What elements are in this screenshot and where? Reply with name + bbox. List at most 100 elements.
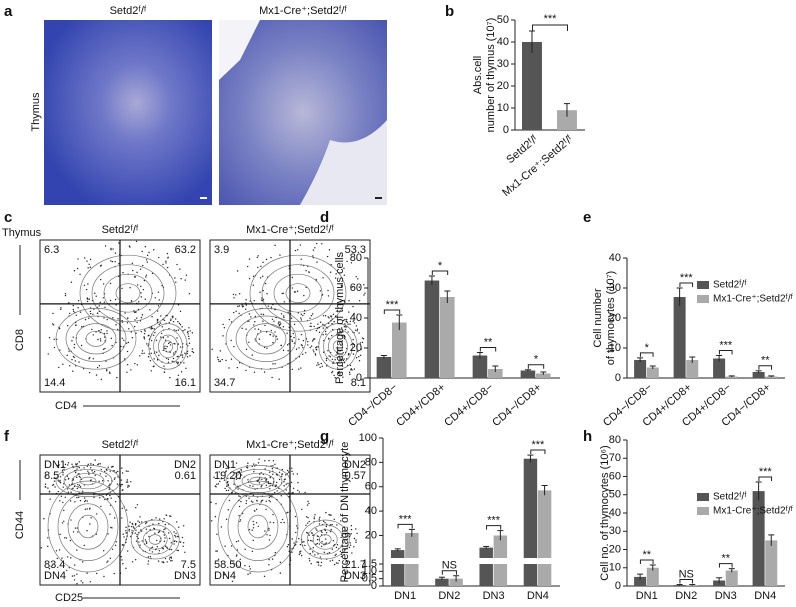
event-dot — [268, 529, 270, 531]
event-dot — [163, 518, 165, 520]
event-dot — [60, 308, 62, 311]
event-dot — [177, 329, 180, 331]
event-dot — [186, 356, 189, 358]
event-dot — [157, 359, 159, 361]
event-dot — [322, 315, 325, 317]
event-dot — [114, 477, 116, 479]
event-dot — [265, 331, 268, 333]
event-dot — [139, 320, 142, 322]
event-dot — [80, 326, 83, 328]
significance-bracket — [758, 476, 773, 481]
event-dot — [260, 265, 262, 268]
event-dot — [156, 321, 159, 323]
event-dot — [299, 244, 302, 246]
event-dot — [150, 327, 152, 329]
event-dot — [121, 287, 123, 290]
y-tick-label: 0 — [615, 372, 621, 384]
axis-break — [385, 558, 426, 564]
event-dot — [84, 318, 87, 321]
event-dot — [75, 463, 77, 465]
event-dot — [293, 291, 296, 293]
event-dot — [136, 271, 138, 274]
significance-bracket — [431, 270, 449, 275]
event-dot — [318, 327, 320, 329]
event-dot — [257, 255, 259, 257]
event-dot — [261, 499, 264, 502]
event-dot — [185, 274, 188, 276]
event-dot — [99, 497, 101, 499]
event-dot — [146, 254, 149, 257]
event-dot — [238, 499, 240, 502]
event-dot — [270, 329, 273, 332]
event-dot — [74, 501, 76, 503]
event-dot — [138, 301, 140, 303]
quadrant-value: 58.50 — [214, 559, 242, 571]
y-tick-label: 30 — [609, 282, 621, 294]
event-dot — [104, 245, 107, 247]
event-dot — [151, 315, 153, 318]
event-dot — [174, 534, 176, 537]
event-dot — [107, 533, 109, 535]
y-axis-label: of thymocytes (10⁷) — [605, 271, 617, 365]
event-dot — [94, 474, 96, 476]
quadrant-value: 0.57 — [345, 470, 366, 482]
event-dot — [239, 558, 241, 560]
event-dot — [262, 320, 264, 322]
event-dot — [337, 371, 339, 374]
event-dot — [106, 369, 108, 371]
event-dot — [263, 575, 266, 578]
event-dot — [335, 273, 337, 275]
event-dot — [236, 366, 239, 369]
event-dot — [225, 518, 228, 521]
quadrant-name: DN2 — [174, 459, 196, 471]
event-dot — [145, 528, 148, 530]
event-dot — [278, 325, 281, 327]
event-dot — [162, 561, 165, 564]
event-dot — [227, 480, 229, 483]
quadrant-value: 21.7 — [345, 559, 366, 571]
event-dot — [102, 348, 105, 350]
y-axis-label: Cell number — [592, 288, 604, 348]
event-dot — [324, 330, 327, 333]
event-dot — [237, 540, 240, 542]
event-dot — [252, 284, 255, 286]
event-dot — [363, 284, 365, 286]
event-dot — [252, 520, 254, 523]
event-dot — [129, 287, 131, 289]
event-dot — [100, 378, 103, 381]
event-dot — [99, 463, 102, 465]
y-tick-label: 40 — [609, 252, 621, 264]
event-dot — [320, 565, 322, 567]
event-dot — [345, 358, 348, 360]
event-dot — [266, 534, 268, 536]
event-dot — [130, 481, 132, 483]
event-dot — [227, 489, 230, 492]
event-dot — [350, 262, 353, 264]
event-dot — [126, 363, 129, 366]
event-dot — [76, 549, 78, 551]
event-dot — [312, 349, 314, 351]
event-dot — [163, 365, 165, 367]
event-dot — [104, 347, 106, 350]
event-dot — [58, 327, 61, 330]
event-dot — [300, 367, 302, 369]
significance-label: *** — [680, 272, 694, 284]
event-dot — [275, 335, 278, 337]
event-dot — [112, 465, 114, 468]
event-dot — [103, 336, 106, 338]
event-dot — [104, 470, 106, 473]
quadrant-value: 8.5 — [44, 470, 59, 482]
event-dot — [319, 366, 321, 368]
event-dot — [99, 301, 101, 304]
event-dot — [298, 347, 300, 349]
event-dot — [353, 322, 356, 324]
event-dot — [163, 319, 166, 322]
event-dot — [361, 337, 364, 339]
event-dot — [280, 521, 282, 524]
event-dot — [272, 335, 274, 337]
event-dot — [313, 516, 315, 518]
event-dot — [268, 564, 270, 566]
event-dot — [228, 466, 230, 469]
event-dot — [225, 359, 227, 362]
event-dot — [48, 337, 51, 339]
